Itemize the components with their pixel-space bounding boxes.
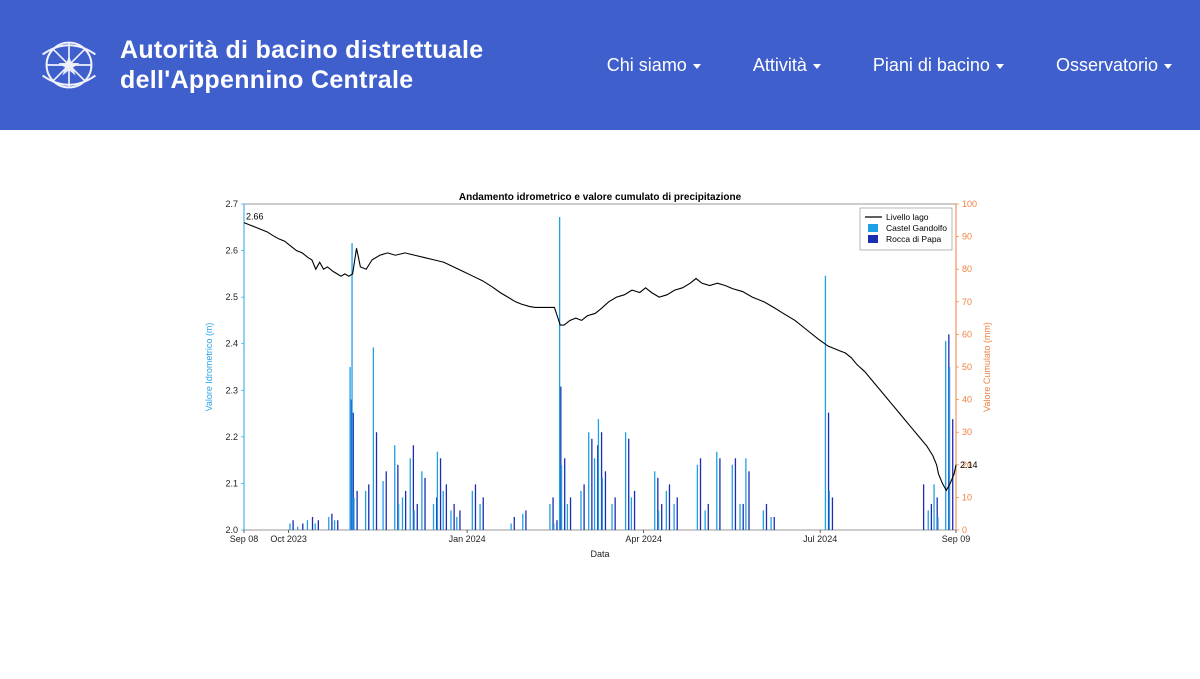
svg-text:70: 70 — [962, 297, 972, 307]
svg-text:60: 60 — [962, 329, 972, 339]
site-title: Autorità di bacino distrettuale dell'App… — [120, 35, 484, 95]
svg-text:2.14: 2.14 — [960, 460, 978, 470]
svg-text:2.5: 2.5 — [225, 292, 238, 302]
nav-label: Osservatorio — [1056, 55, 1158, 76]
main-nav: Chi siamo Attività Piani di bacino Osser… — [607, 55, 1172, 76]
nav-item-piani[interactable]: Piani di bacino — [873, 55, 1004, 76]
svg-text:Rocca di Papa: Rocca di Papa — [886, 234, 942, 244]
svg-text:Jan 2024: Jan 2024 — [449, 534, 486, 544]
svg-text:Oct 2023: Oct 2023 — [270, 534, 307, 544]
svg-text:Sep 09: Sep 09 — [942, 534, 971, 544]
chevron-down-icon — [1164, 64, 1172, 69]
svg-text:Jul 2024: Jul 2024 — [803, 534, 837, 544]
svg-text:2.66: 2.66 — [246, 212, 264, 222]
svg-text:80: 80 — [962, 264, 972, 274]
svg-text:2.3: 2.3 — [225, 385, 238, 395]
svg-text:100: 100 — [962, 199, 977, 209]
svg-text:Andamento idrometrico e valore: Andamento idrometrico e valore cumulato … — [459, 192, 742, 203]
svg-text:Valore Cumulato (mm): Valore Cumulato (mm) — [982, 322, 992, 412]
chart-svg: Andamento idrometrico e valore cumulato … — [200, 190, 1000, 560]
republic-emblem-icon — [36, 32, 102, 98]
nav-label: Chi siamo — [607, 55, 687, 76]
site-title-line2: dell'Appennino Centrale — [120, 65, 484, 95]
svg-text:50: 50 — [962, 362, 972, 372]
svg-text:10: 10 — [962, 492, 972, 502]
chevron-down-icon — [813, 64, 821, 69]
nav-item-chi-siamo[interactable]: Chi siamo — [607, 55, 701, 76]
nav-item-attivita[interactable]: Attività — [753, 55, 821, 76]
svg-text:Castel Gandolfo: Castel Gandolfo — [886, 223, 947, 233]
svg-text:Livello lago: Livello lago — [886, 212, 929, 222]
svg-text:Sep 08: Sep 08 — [230, 534, 259, 544]
svg-text:40: 40 — [962, 395, 972, 405]
svg-text:30: 30 — [962, 427, 972, 437]
nav-label: Attività — [753, 55, 807, 76]
chevron-down-icon — [693, 64, 701, 69]
svg-text:2.1: 2.1 — [225, 478, 238, 488]
site-header: Autorità di bacino distrettuale dell'App… — [0, 0, 1200, 130]
svg-text:Valore Idrometrico (m): Valore Idrometrico (m) — [204, 323, 214, 412]
svg-text:2.7: 2.7 — [225, 199, 238, 209]
chevron-down-icon — [996, 64, 1004, 69]
svg-text:2.6: 2.6 — [225, 246, 238, 256]
svg-text:Apr 2024: Apr 2024 — [625, 534, 662, 544]
svg-text:Data: Data — [590, 549, 609, 559]
site-title-line1: Autorità di bacino distrettuale — [120, 35, 484, 65]
svg-text:90: 90 — [962, 232, 972, 242]
nav-label: Piani di bacino — [873, 55, 990, 76]
hydrograph-chart: Andamento idrometrico e valore cumulato … — [200, 190, 1000, 550]
nav-item-osservatorio[interactable]: Osservatorio — [1056, 55, 1172, 76]
svg-text:2.4: 2.4 — [225, 339, 238, 349]
svg-text:2.2: 2.2 — [225, 432, 238, 442]
